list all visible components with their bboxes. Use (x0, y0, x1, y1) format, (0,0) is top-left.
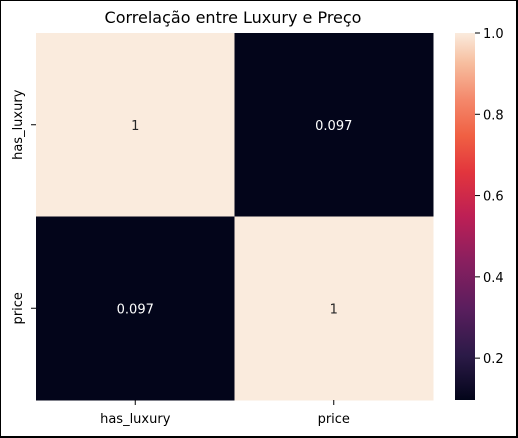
heatmap-annotations: 1 0.097 0.097 1 (117, 119, 353, 318)
colorbar-tick-label: 0.8 (483, 108, 504, 123)
heatmap-cell-has_luxury-price (234, 33, 434, 217)
colorbar (455, 33, 475, 400)
heatmap-cell-has_luxury-has_luxury (36, 33, 235, 217)
x-axis: has_luxury price (100, 400, 350, 427)
colorbar-axis: 0.2 0.4 0.6 0.8 1.0 (475, 27, 504, 367)
x-tick-label: price (318, 412, 350, 427)
x-tick-label: has_luxury (100, 412, 171, 427)
heatmap-annotation: 0.097 (315, 119, 352, 134)
heatmap-annotation: 0.097 (117, 302, 154, 317)
colorbar-tick-label: 1.0 (483, 27, 504, 42)
heatmap-annotation: 1 (131, 119, 139, 134)
y-tick-label: has_luxury (11, 89, 26, 160)
heatmap-annotation: 1 (330, 302, 338, 317)
colorbar-tick-label: 0.2 (483, 352, 504, 367)
heatmap-cell-price-price (234, 216, 434, 401)
heatmap-cells (36, 33, 434, 401)
chart-title: Correlação entre Luxury e Preço (105, 8, 362, 27)
y-tick-label: price (11, 292, 26, 324)
heatmap-cell-price-has_luxury (36, 216, 235, 401)
colorbar-tick-label: 0.6 (483, 190, 504, 205)
colorbar-tick-label: 0.4 (483, 271, 504, 286)
